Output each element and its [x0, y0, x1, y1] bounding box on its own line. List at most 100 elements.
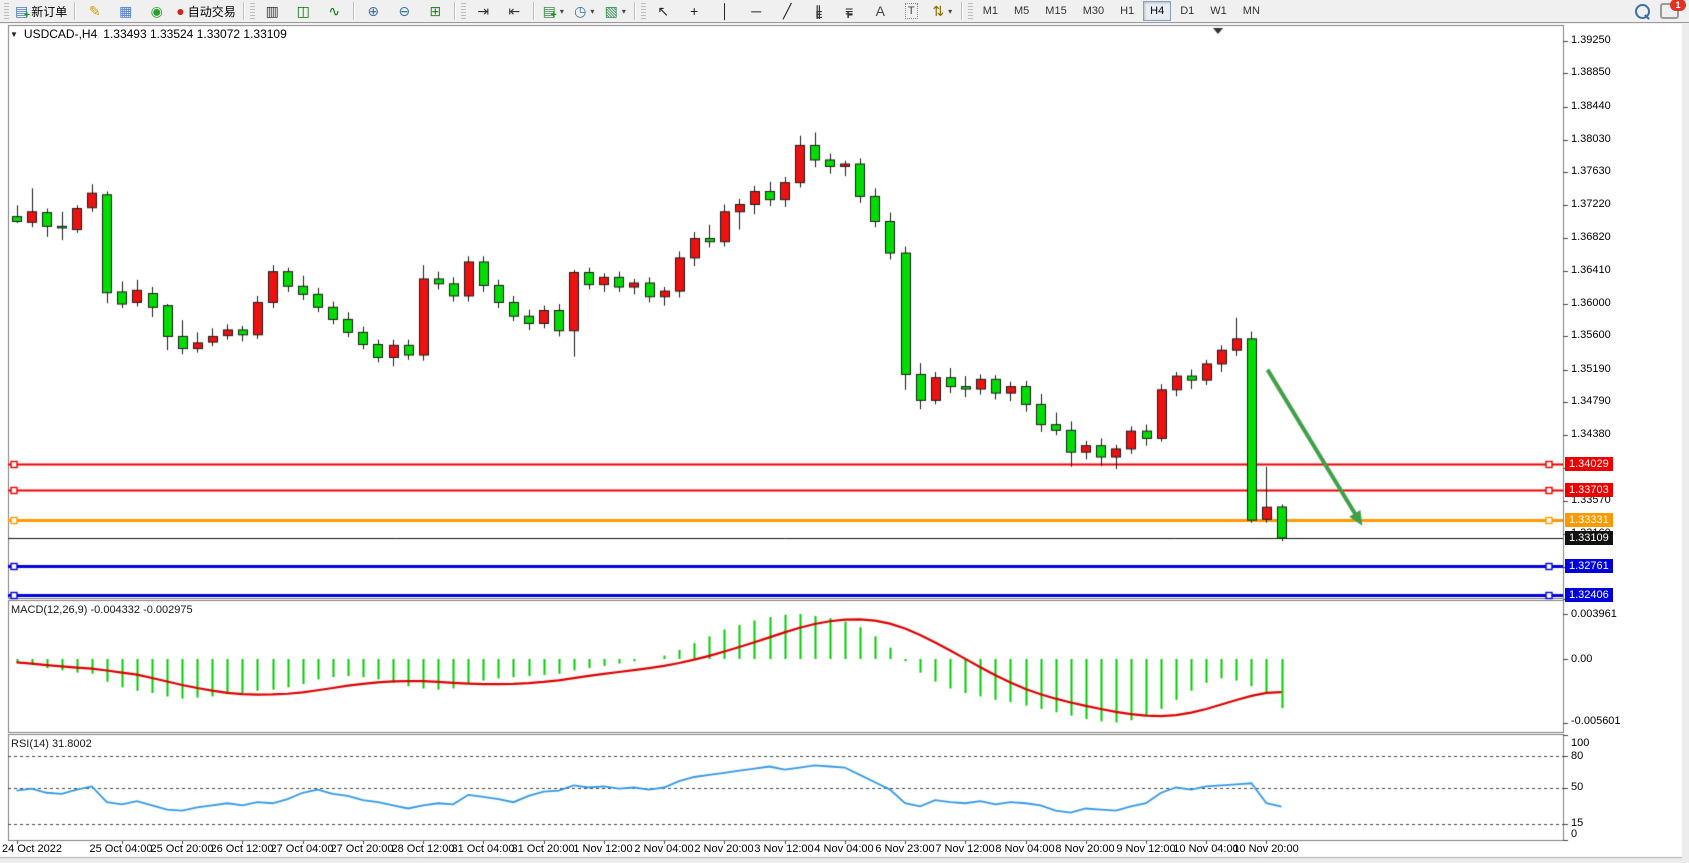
time-axis-label: 1 Nov 12:00 [573, 843, 633, 855]
timeframe-m5-button[interactable]: M5 [1014, 5, 1030, 17]
arrows-dropdown-icon[interactable]: ▾ [948, 6, 953, 16]
time-axis-label: 2 Nov 04:00 [634, 843, 694, 855]
time-axis-label: 9 Nov 12:00 [1116, 843, 1176, 855]
rsi-value: 31.8002 [51, 738, 92, 750]
chart-shift-button[interactable]: ⇤ [499, 0, 530, 22]
market-watch-button[interactable]: ✎ [79, 0, 110, 22]
fibonacci-button[interactable]: ≡ F [834, 0, 865, 22]
zoom-out-button[interactable]: ⊖ [389, 0, 420, 22]
new-chart-dropdown-icon[interactable]: ▾ [559, 6, 564, 16]
zoom-in-icon: ⊕ [367, 3, 380, 19]
new-order-button[interactable]: ▤ + 新订单 [11, 0, 71, 22]
crosshair-button[interactable]: + [679, 0, 710, 22]
toolbar-grip[interactable] [249, 3, 255, 19]
macd-indicator-label: MACD(12,26,9) -0.004332 -0.002975 [11, 604, 193, 616]
price-line-label: 1.33703 [1565, 483, 1613, 497]
toolbar-separator [633, 2, 636, 20]
timeframe-w1-button[interactable]: W1 [1210, 5, 1227, 17]
price-axis-tick: 1.34380 [1571, 428, 1611, 440]
macd-axis-tick: 0.00 [1571, 653, 1593, 665]
horizontal-line-icon: ─ [751, 3, 762, 19]
timeframe-m1-button[interactable]: M1 [982, 5, 999, 17]
price-axis-tick: 1.35190 [1571, 363, 1611, 375]
equidistant-channel-icon: ∥ [814, 3, 822, 19]
time-axis-label: 25 Oct 04:00 [89, 843, 153, 855]
equidistant-channel-button[interactable]: ∥ E [803, 0, 834, 22]
rsi-axis-tick: 80 [1571, 750, 1584, 762]
auto-scroll-icon: ⇥ [477, 3, 490, 19]
signals-button[interactable]: ◉ [141, 0, 172, 22]
price-axis-tick: 1.37220 [1571, 198, 1611, 210]
chart-title: ▼ USDCAD-,H4 1.33493 1.33524 1.33072 1.3… [10, 27, 287, 41]
chart-line-icon: ∿ [328, 3, 341, 19]
zoom-in-button[interactable]: ⊕ [358, 0, 389, 22]
trendline-button[interactable]: ╱ [772, 0, 803, 22]
trendline-icon: ╱ [783, 3, 792, 19]
rsi-axis-tick: 50 [1571, 781, 1584, 793]
autotrading-button[interactable]: ● 自动交易 [172, 0, 239, 22]
chart-bars-icon: ▥ [265, 3, 279, 19]
chart-candles-button[interactable]: ◫ [288, 0, 319, 22]
chart-bars-button[interactable]: ▥ [257, 0, 288, 22]
toolbar-grip[interactable] [4, 3, 9, 19]
templates-button[interactable]: ▧ ▾ [600, 0, 631, 22]
profiles-button[interactable]: ◷ ▾ [569, 0, 600, 22]
chart-collapse-icon[interactable]: ▼ [10, 29, 18, 39]
time-axis-label: 10 Nov 04:00 [1173, 843, 1239, 855]
toolbar-grip[interactable] [460, 3, 466, 19]
price-line-label: 1.32761 [1565, 559, 1613, 573]
new-chart-button[interactable]: ▤ + ▾ [538, 0, 569, 22]
macd-axis-tick: 0.003961 [1571, 608, 1617, 620]
templates-dropdown-icon[interactable]: ▾ [621, 6, 626, 16]
price-axis-tick: 1.38850 [1571, 66, 1611, 78]
profiles-dropdown-icon[interactable]: ▾ [590, 6, 595, 16]
cursor-button[interactable]: ↖ [648, 0, 679, 22]
auto-scroll-button[interactable]: ⇥ [468, 0, 499, 22]
text-label-button[interactable]: T [896, 0, 927, 22]
time-axis-label: 7 Nov 12:00 [935, 843, 995, 855]
profiles-icon: ◷ [574, 3, 587, 19]
time-axis-label: 24 Oct 2022 [2, 843, 62, 855]
chart-line-button[interactable]: ∿ [319, 0, 350, 22]
price-axis-tick: 1.33570 [1571, 494, 1611, 506]
crosshair-icon: + [690, 3, 699, 19]
arrows-icon: ⇅ [932, 3, 945, 19]
tile-windows-button[interactable]: ⊞ [420, 0, 451, 22]
toolbar-separator [352, 2, 355, 20]
chart-candles-icon: ◫ [296, 3, 310, 19]
toolbar-grip[interactable] [967, 3, 973, 19]
toolbar-separator [74, 2, 77, 20]
price-axis-tick: 1.38030 [1571, 133, 1611, 145]
horizontal-line-button[interactable]: ─ [741, 0, 772, 22]
timeframe-m15-button[interactable]: M15 [1045, 5, 1067, 17]
toolbar-grip[interactable] [640, 3, 646, 19]
chat-icon[interactable]: 1 [1660, 0, 1686, 19]
text-icon: A [875, 3, 885, 19]
new-order-label: 新订单 [31, 4, 68, 19]
time-axis-label: 2 Nov 20:00 [694, 843, 754, 855]
price-axis-tick: 1.38440 [1571, 100, 1611, 112]
rsi-axis-tick: 15 [1571, 817, 1584, 829]
search-icon[interactable] [1635, 3, 1650, 19]
timeframe-mn-button[interactable]: MN [1242, 5, 1260, 17]
candlestick-chart[interactable] [0, 24, 1689, 863]
timeframe-m30-button[interactable]: M30 [1082, 5, 1105, 17]
data-window-button[interactable]: ▦ [110, 0, 141, 22]
toolbar-separator [242, 2, 245, 20]
time-axis-label: 25 Oct 20:00 [150, 843, 214, 855]
tile-windows-icon: ⊞ [429, 3, 442, 19]
vertical-line-button[interactable]: │ [710, 0, 741, 22]
timeframe-h1-button[interactable]: H1 [1120, 5, 1135, 17]
toolbar-separator [532, 2, 535, 20]
timeframe-d1-button[interactable]: D1 [1180, 5, 1195, 17]
text-button[interactable]: A [865, 0, 896, 22]
macd-name: MACD(12,26,9) [11, 604, 88, 616]
timeframe-h4-button[interactable]: H4 [1143, 1, 1172, 21]
time-axis-label: 6 Nov 23:00 [875, 843, 935, 855]
macd-axis-tick: -0.005601 [1571, 715, 1621, 727]
price-line-label: 1.34029 [1565, 457, 1613, 471]
price-axis-tick: 1.35600 [1571, 329, 1611, 341]
rsi-name: RSI(14) [11, 738, 49, 750]
price-axis-tick: 1.39250 [1571, 34, 1611, 46]
arrows-button[interactable]: ⇅ ▾ [927, 0, 958, 22]
